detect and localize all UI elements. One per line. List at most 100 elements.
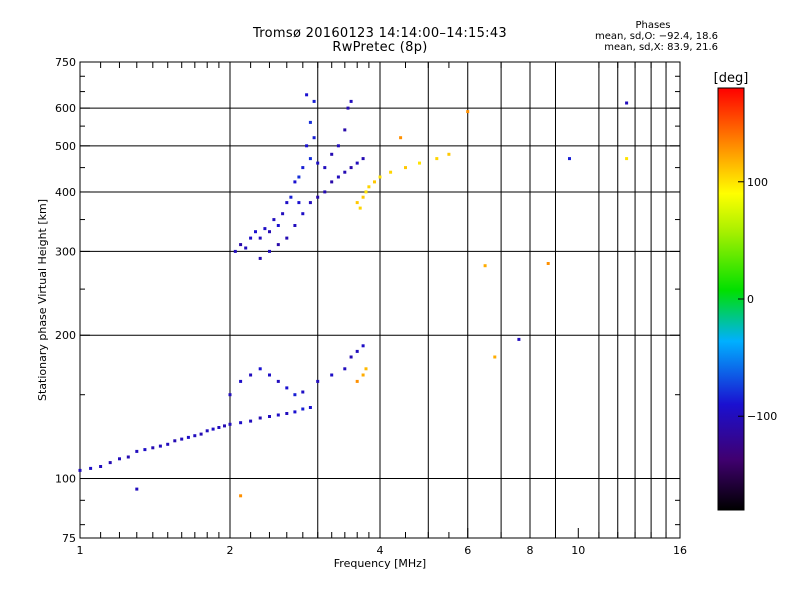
- data-point: [308, 201, 312, 205]
- data-point: [228, 393, 232, 397]
- phase-stats-o: mean, sd,O: −92.4, 18.6: [595, 31, 718, 42]
- data-points: [78, 93, 629, 498]
- data-point: [330, 180, 334, 184]
- data-point: [367, 185, 371, 189]
- data-point: [186, 435, 190, 439]
- data-point: [126, 455, 130, 459]
- phase-stats-title: Phases: [635, 20, 671, 31]
- data-point: [199, 432, 203, 436]
- data-point: [293, 224, 297, 227]
- y-tick-labels: 75 100 200 300 400 500 600 750: [55, 56, 680, 545]
- y-axis-label: Stationary phase Virtual Height [km]: [36, 199, 49, 401]
- data-point: [493, 355, 497, 359]
- data-point: [418, 161, 421, 165]
- data-point: [312, 136, 316, 140]
- data-point: [276, 379, 280, 383]
- data-point: [285, 236, 289, 240]
- data-point: [358, 206, 362, 210]
- data-point: [343, 367, 347, 371]
- data-point: [211, 427, 215, 431]
- data-point: [517, 337, 521, 341]
- data-point: [293, 393, 297, 397]
- data-point: [268, 373, 271, 377]
- x-minor-ticks: [100, 62, 667, 538]
- data-point: [239, 421, 243, 425]
- data-point: [361, 157, 365, 161]
- data-point: [205, 429, 209, 433]
- data-point: [316, 161, 320, 165]
- data-point: [308, 120, 312, 124]
- data-point: [239, 243, 243, 247]
- x-tick-labels: 1 2 4 6 8 10 16: [77, 528, 687, 557]
- data-point: [118, 457, 121, 461]
- data-point: [399, 136, 403, 140]
- data-point: [166, 442, 170, 446]
- data-point: [364, 367, 368, 371]
- data-point: [258, 236, 262, 240]
- y-tick-label: 75: [62, 532, 76, 545]
- data-point: [301, 407, 305, 411]
- data-point: [281, 212, 285, 216]
- y-tick-label: 200: [55, 329, 76, 342]
- data-point: [361, 195, 365, 199]
- data-point: [78, 468, 82, 472]
- x-tick-label: 4: [377, 544, 384, 557]
- data-point: [625, 157, 629, 161]
- data-point: [355, 379, 359, 383]
- data-point: [158, 444, 162, 448]
- data-point: [349, 355, 353, 359]
- data-point: [336, 175, 340, 179]
- data-point: [180, 437, 184, 441]
- data-point: [308, 157, 312, 161]
- y-tick-label: 600: [55, 102, 76, 115]
- data-point: [355, 349, 359, 353]
- data-point: [285, 201, 289, 205]
- data-point: [364, 190, 368, 194]
- data-point: [301, 212, 305, 216]
- data-point: [297, 175, 301, 179]
- data-point: [268, 249, 271, 253]
- data-point: [143, 448, 147, 452]
- phase-stats-x: mean, sd,X: 83.9, 21.6: [604, 42, 718, 53]
- data-point: [89, 466, 93, 470]
- data-point: [223, 424, 226, 428]
- data-point: [249, 373, 253, 377]
- data-point: [276, 243, 280, 247]
- y-tick-label: 100: [55, 473, 76, 486]
- colorbar-tick-label: −100: [747, 410, 777, 423]
- data-point: [466, 110, 470, 114]
- colorbar-unit: [deg]: [714, 71, 749, 86]
- data-point: [361, 373, 365, 377]
- data-point: [343, 170, 347, 174]
- x-tick-label: 16: [673, 544, 687, 557]
- data-point: [378, 175, 382, 179]
- data-point: [312, 99, 316, 103]
- data-point: [625, 101, 629, 105]
- y-tick-label: 400: [55, 186, 76, 199]
- data-point: [330, 373, 334, 377]
- data-point: [151, 446, 155, 450]
- data-point: [323, 190, 327, 194]
- phase-stats: Phases mean, sd,O: −92.4, 18.6 mean, sd,…: [588, 20, 718, 53]
- colorbar-tick-label: 0: [747, 293, 754, 306]
- data-point: [343, 128, 347, 132]
- data-point: [233, 249, 237, 253]
- data-point: [355, 161, 359, 165]
- data-point: [254, 230, 257, 234]
- data-point: [239, 494, 243, 498]
- data-point: [301, 166, 305, 170]
- data-point: [135, 449, 139, 453]
- data-point: [483, 264, 487, 268]
- data-point: [193, 434, 197, 438]
- data-point: [217, 426, 221, 429]
- data-point: [435, 157, 439, 161]
- data-point: [346, 106, 350, 110]
- grid-lines: [80, 62, 680, 538]
- data-point: [316, 195, 320, 199]
- data-point: [308, 406, 312, 409]
- data-point: [228, 422, 232, 426]
- data-point: [263, 227, 267, 231]
- colorbar-tick-label: 100: [747, 176, 768, 189]
- x-axis-label: Frequency [MHz]: [334, 557, 426, 570]
